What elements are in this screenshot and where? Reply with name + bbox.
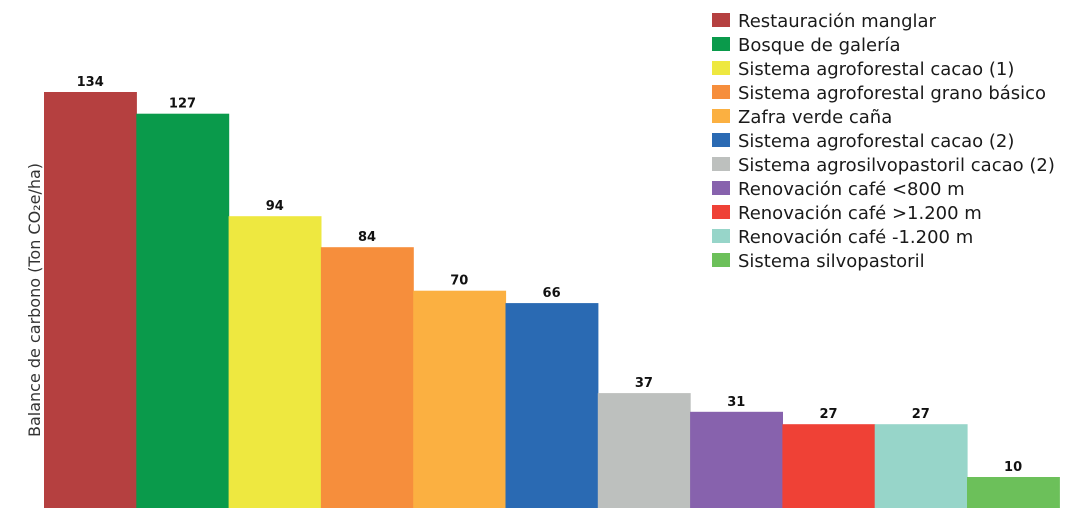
bar-sistema-agroforestal-grano-basico <box>320 247 414 508</box>
legend-swatch <box>712 133 730 147</box>
legend-label: Bosque de galería <box>738 35 901 56</box>
legend-swatch <box>712 85 730 99</box>
bar-sistema-agroforestal-cacao-1 <box>228 216 322 508</box>
data-label-renovacion-cafe-1-200-m: 27 <box>819 407 837 422</box>
bar-renovacion-cafe-1-200-m <box>782 424 876 508</box>
data-label-sistema-agrosilvopastoril-cacao-2: 37 <box>635 376 653 391</box>
legend-swatch <box>712 61 730 75</box>
legend-swatch <box>712 205 730 219</box>
bars-group <box>44 92 1060 508</box>
legend-swatch <box>712 229 730 243</box>
legend-label: Sistema agroforestal cacao (2) <box>738 131 1014 152</box>
legend-label: Zafra verde caña <box>738 107 892 128</box>
bar-sistema-silvopastoril <box>967 477 1060 508</box>
legend-label: Renovación café >1.200 m <box>738 203 982 224</box>
legend-item-bosque-de-galeria: Bosque de galería <box>712 35 901 56</box>
legend-label: Sistema silvopastoril <box>738 251 925 272</box>
data-label-renovacion-cafe-1-200-m: 27 <box>912 407 930 422</box>
data-label-sistema-agroforestal-cacao-2: 66 <box>543 286 561 301</box>
legend-swatch <box>712 37 730 51</box>
data-label-sistema-agroforestal-cacao-1: 94 <box>266 199 284 214</box>
data-label-renovacion-cafe-800-m: 31 <box>727 395 745 410</box>
data-label-bosque-de-galeria: 127 <box>169 97 196 112</box>
bar-renovacion-cafe-800-m <box>690 411 783 508</box>
data-label-restauracion-manglar: 134 <box>77 75 104 90</box>
legend-item-sistema-agroforestal-cacao-1: Sistema agroforestal cacao (1) <box>712 59 1014 80</box>
legend: Restauración manglar Bosque de galería Sis… <box>712 11 1055 272</box>
data-label-zafra-verde-cana: 70 <box>450 274 468 289</box>
bar-sistema-agrosilvopastoril-cacao-2 <box>597 393 691 508</box>
legend-label: Sistema agroforestal cacao (1) <box>738 59 1014 80</box>
legend-item-sistema-agroforestal-cacao-2: Sistema agroforestal cacao (2) <box>712 131 1014 152</box>
bar-bosque-de-galeria <box>136 113 230 508</box>
legend-item-renovacion-cafe-1-200-m: Renovación café >1.200 m <box>712 203 982 224</box>
legend-item-renovacion-cafe-1-200-m: Renovación café -1.200 m <box>712 227 973 248</box>
bar-restauracion-manglar <box>44 92 137 508</box>
legend-item-restauracion-manglar: Restauración manglar <box>712 11 937 32</box>
legend-swatch <box>712 181 730 195</box>
legend-item-sistema-agrosilvopastoril-cacao-2: Sistema agrosilvopastoril cacao (2) <box>712 155 1055 176</box>
legend-item-sistema-silvopastoril: Sistema silvopastoril <box>712 251 925 272</box>
legend-label: Sistema agroforestal grano básico <box>738 83 1046 104</box>
legend-label: Sistema agrosilvopastoril cacao (2) <box>738 155 1055 176</box>
legend-label: Restauración manglar <box>738 11 937 32</box>
legend-swatch <box>712 253 730 267</box>
bar-renovacion-cafe-1-200-m <box>874 424 968 508</box>
legend-item-renovacion-cafe-800-m: Renovación café <800 m <box>712 179 965 200</box>
data-label-sistema-silvopastoril: 10 <box>1004 460 1022 475</box>
legend-swatch <box>712 13 730 27</box>
legend-item-sistema-agroforestal-grano-basico: Sistema agroforestal grano básico <box>712 83 1046 104</box>
y-axis-label: Balance de carbono (Ton CO₂e/ha) <box>25 163 44 437</box>
data-label-sistema-agroforestal-grano-basico: 84 <box>358 230 376 245</box>
bar-zafra-verde-cana <box>413 290 507 508</box>
legend-item-zafra-verde-cana: Zafra verde caña <box>712 107 892 128</box>
bar-sistema-agroforestal-cacao-2 <box>505 303 599 508</box>
legend-swatch <box>712 157 730 171</box>
legend-label: Renovación café -1.200 m <box>738 227 973 248</box>
data-labels-group: 134 127 94 84 70 66 37 31 27 27 10 <box>77 75 1023 475</box>
legend-swatch <box>712 109 730 123</box>
legend-label: Renovación café <800 m <box>738 179 965 200</box>
